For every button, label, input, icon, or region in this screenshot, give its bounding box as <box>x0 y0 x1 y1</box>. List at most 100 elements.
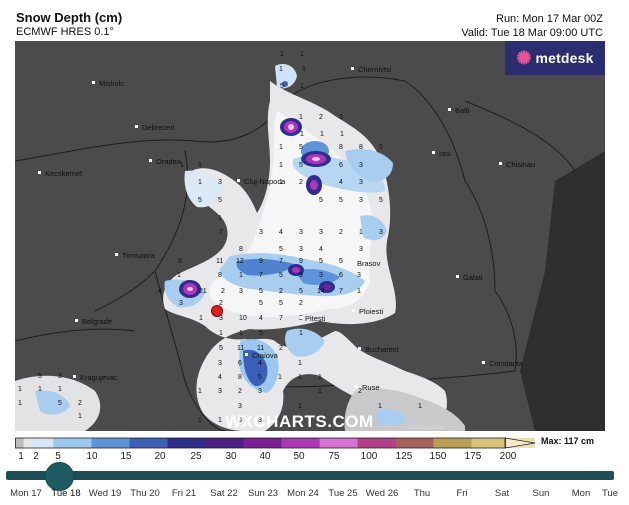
svg-text:3: 3 <box>218 179 222 186</box>
timeline-day[interactable]: Fri <box>456 488 468 499</box>
legend-swatch <box>31 438 54 448</box>
svg-text:1: 1 <box>58 386 62 393</box>
svg-text:3: 3 <box>259 229 263 236</box>
legend-label: 100 <box>360 451 378 462</box>
legend-arrow <box>504 437 535 449</box>
svg-text:2: 2 <box>358 388 362 395</box>
svg-text:7: 7 <box>219 229 223 236</box>
svg-text:8: 8 <box>359 144 363 151</box>
legend-swatch <box>471 438 510 448</box>
timeline-day[interactable]: Tue 25 <box>328 488 358 499</box>
city-miskolc: Miskolc <box>92 79 124 88</box>
svg-text:21: 21 <box>199 288 207 295</box>
svg-text:2: 2 <box>279 345 283 352</box>
timeline-day[interactable]: Tue <box>601 488 619 499</box>
svg-text:11: 11 <box>216 258 223 265</box>
map-title: Snow Depth (cm) <box>16 10 123 25</box>
city-ruse: Ruse <box>355 383 380 392</box>
svg-text:1: 1 <box>302 66 306 73</box>
svg-text:3: 3 <box>58 373 62 380</box>
svg-text:5: 5 <box>259 300 263 307</box>
svg-text:1: 1 <box>239 272 243 279</box>
timeline-track[interactable] <box>6 471 614 480</box>
legend-swatch <box>167 438 206 448</box>
legend-label: 50 <box>293 451 305 462</box>
timeline-day[interactable]: Wed 19 <box>88 488 122 499</box>
legend-label: 2 <box>33 451 39 462</box>
svg-text:2: 2 <box>339 229 343 236</box>
legend-colorbar <box>15 437 535 449</box>
svg-text:5: 5 <box>339 258 343 265</box>
svg-text:1: 1 <box>299 330 303 337</box>
timeline-days: Mon 17 Tue 18 Wed 19 Thu 20 Fri 21 Sat 22 Sun … <box>0 488 629 502</box>
city-cluj-napoca: Cluj-Napoca <box>237 177 286 186</box>
svg-text:1: 1 <box>357 288 361 295</box>
legend-label: 30 <box>225 451 237 462</box>
timeline-day[interactable]: Mon <box>571 488 591 499</box>
svg-text:1: 1 <box>359 229 363 236</box>
timeline-day[interactable]: Sat 22 <box>210 488 238 499</box>
svg-text:Ploiesti: Ploiesti <box>359 307 384 316</box>
timeline-day[interactable]: Fri 21 <box>171 488 197 499</box>
svg-text:7: 7 <box>279 315 283 322</box>
svg-text:6: 6 <box>238 417 242 424</box>
svg-text:Cluj-Napoca: Cluj-Napoca <box>244 177 286 186</box>
svg-text:Miskolc: Miskolc <box>99 79 124 88</box>
map-attribution: ©2025 Esri/OSM <box>407 424 445 431</box>
svg-text:Iasi: Iasi <box>439 149 451 158</box>
svg-text:4: 4 <box>279 229 283 236</box>
map-header: Snow Depth (cm) ECMWF HRES 0.1° <box>16 10 122 38</box>
svg-text:8: 8 <box>239 246 243 253</box>
timeline-day[interactable]: Sun <box>532 488 550 499</box>
svg-text:7: 7 <box>259 272 263 279</box>
svg-text:2: 2 <box>78 400 82 407</box>
svg-text:Timisoara: Timisoara <box>122 251 155 260</box>
city-markers: Miskolc Debrecen Kecskemet Oradea Cluj-N… <box>38 65 535 392</box>
svg-text:1: 1 <box>299 114 303 121</box>
legend-max: Max: 117 cm <box>541 436 595 446</box>
svg-text:1: 1 <box>219 330 223 337</box>
svg-text:6: 6 <box>339 162 343 169</box>
svg-text:1: 1 <box>180 162 184 169</box>
svg-text:1: 1 <box>418 403 422 410</box>
svg-text:5: 5 <box>58 400 62 407</box>
timeline-slider-handle[interactable] <box>45 462 74 491</box>
svg-text:1: 1 <box>199 315 203 322</box>
svg-text:Constanta: Constanta <box>489 359 524 368</box>
svg-text:7: 7 <box>279 258 283 265</box>
timeline-day[interactable]: Mon 17 <box>10 488 42 499</box>
svg-text:9: 9 <box>299 272 303 279</box>
timeline-day[interactable]: Mon 24 <box>287 488 319 499</box>
location-marker[interactable] <box>211 305 223 317</box>
svg-text:3: 3 <box>238 403 242 410</box>
svg-text:5: 5 <box>38 373 42 380</box>
svg-text:8: 8 <box>238 374 242 381</box>
timeline-day[interactable]: Wed 26 <box>365 488 399 499</box>
timeline-day[interactable]: Thu <box>413 488 431 499</box>
svg-text:1: 1 <box>298 374 302 381</box>
svg-text:1: 1 <box>320 131 324 138</box>
legend-label: 1 <box>18 451 24 462</box>
svg-text:Chisinau: Chisinau <box>506 160 535 169</box>
svg-text:2: 2 <box>221 288 225 295</box>
timeline-day[interactable]: Sat <box>494 488 510 499</box>
run-info: Run: Mon 17 Mar 00Z Valid: Tue 18 Mar 09… <box>461 12 603 40</box>
legend-swatch <box>129 438 168 448</box>
svg-text:Chernivtsi: Chernivtsi <box>358 65 392 74</box>
timeline-day[interactable]: Sun 23 <box>247 488 279 499</box>
timeline-day[interactable]: Thu 20 <box>130 488 160 499</box>
svg-text:2: 2 <box>299 179 303 186</box>
timeline-day[interactable]: Tue 18 <box>51 488 81 499</box>
legend-swatch <box>433 438 472 448</box>
city-iasi: Iasi <box>432 149 451 158</box>
svg-text:Pitesti: Pitesti <box>305 314 326 323</box>
legend-swatch <box>319 438 358 448</box>
svg-text:3: 3 <box>299 229 303 236</box>
city-chisinau: Chisinau <box>499 160 535 169</box>
legend-label: 25 <box>190 451 202 462</box>
svg-text:3: 3 <box>359 179 363 186</box>
svg-text:1: 1 <box>300 51 304 58</box>
svg-text:1: 1 <box>218 417 222 424</box>
svg-text:3: 3 <box>357 272 361 279</box>
